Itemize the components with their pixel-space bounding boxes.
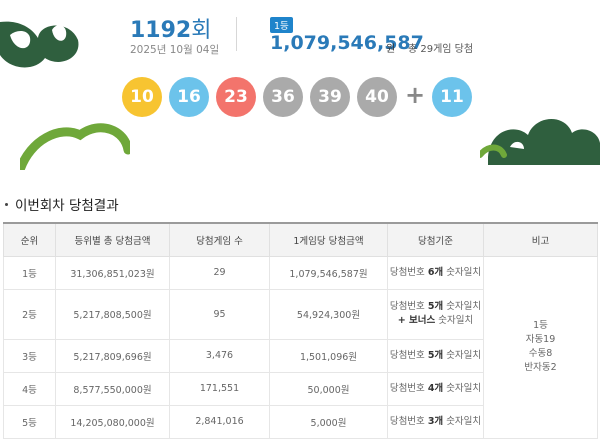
- first-prize-badge: 1등: [270, 17, 293, 33]
- number-ball: 23: [216, 77, 256, 117]
- cell-per-game: 54,924,300원: [269, 288, 388, 340]
- number-ball: 39: [310, 77, 350, 117]
- table-row: 3등 5,217,809,696원 3,476 1,501,096원 당첨번호 …: [3, 338, 598, 373]
- table-row: 4등 8,577,550,000원 171,551 50,000원 당첨번호 4…: [3, 371, 598, 406]
- criteria-text: 숫자일치: [443, 415, 482, 427]
- decorative-leaf-icon: [20, 123, 130, 170]
- criteria-text: 당첨번호: [389, 382, 428, 394]
- cell-criteria: 당첨번호 5개 숫자일치: [387, 338, 484, 373]
- criteria-text: 당첨번호: [389, 266, 428, 278]
- cell-per-game: 1,079,546,587원: [269, 255, 388, 290]
- header-rank: 순위: [3, 222, 56, 257]
- table-row: 2등 5,217,808,500원 95 54,924,300원 당첨번호 5개…: [3, 288, 598, 340]
- first-prize-unit: 원: [386, 44, 396, 55]
- number-ball: 10: [122, 77, 162, 117]
- round-suffix: 회: [191, 18, 212, 43]
- section-title: 이번회차 당첨결과: [5, 194, 119, 214]
- header-note: 비고: [483, 222, 598, 257]
- cell-total: 31,306,851,023원: [55, 255, 170, 290]
- bullet-icon: [5, 202, 8, 206]
- draw-date: 2025년 10월 04일: [130, 44, 220, 56]
- note-line: 자동19: [525, 334, 556, 345]
- number-ball: 16: [169, 77, 209, 117]
- cell-per-game: 50,000원: [269, 371, 388, 406]
- cell-total: 14,205,080,000원: [55, 404, 170, 439]
- note-line: 수동8: [528, 348, 553, 359]
- number-ball: 40: [357, 77, 397, 117]
- decorative-cloud-icon: [0, 0, 79, 68]
- cell-criteria: 당첨번호 5개 숫자일치 + 보너스 숫자일치: [387, 288, 484, 340]
- criteria-text: 당첨번호: [389, 301, 428, 312]
- header-per-game-prize: 1게임당 당첨금액: [269, 222, 388, 257]
- cell-rank: 4등: [3, 371, 56, 406]
- decorative-cloud-right-icon: [480, 118, 600, 165]
- criteria-text: 숫자일치: [443, 382, 482, 394]
- plus-icon: +: [405, 81, 426, 109]
- criteria-text: 당첨번호: [389, 415, 428, 427]
- draw-banner: 1192회 2025년 10월 04일 1등 1,079,546,587 원 총…: [0, 0, 600, 170]
- criteria-text: 숫자일치: [443, 349, 482, 361]
- round-number-value: 1192: [130, 18, 192, 43]
- header-total-prize: 등위별 총 당첨금액: [55, 222, 170, 257]
- note-line: 1등: [533, 320, 548, 331]
- table-row: 5등 14,205,080,000원 2,841,016 5,000원 당첨번호…: [3, 404, 598, 439]
- criteria-bonus: + 보너스: [397, 315, 436, 326]
- cell-games: 29: [169, 255, 270, 290]
- header-criteria: 당첨기준: [387, 222, 484, 257]
- cell-games: 3,476: [169, 338, 270, 373]
- criteria-count: 3개: [427, 415, 444, 427]
- cell-rank: 2등: [3, 288, 56, 340]
- cell-criteria: 당첨번호 6개 숫자일치: [387, 255, 484, 290]
- criteria-text: 숫자일치: [443, 301, 482, 312]
- table-header-row: 순위 등위별 총 당첨금액 당첨게임 수 1게임당 당첨금액 당첨기준 비고: [3, 222, 598, 257]
- cell-total: 5,217,809,696원: [55, 338, 170, 373]
- cell-rank: 5등: [3, 404, 56, 439]
- cell-rank: 1등: [3, 255, 56, 290]
- cell-per-game: 1,501,096원: [269, 338, 388, 373]
- table-row: 1등 31,306,851,023원 29 1,079,546,587원 당첨번…: [3, 255, 598, 439]
- note-line: 반자동2: [524, 362, 557, 373]
- cell-criteria: 당첨번호 3개 숫자일치: [387, 404, 484, 439]
- criteria-count: 5개: [427, 349, 444, 361]
- criteria-text: 숫자일치: [435, 315, 474, 326]
- cell-games: 2,841,016: [169, 404, 270, 439]
- cell-criteria: 당첨번호 4개 숫자일치: [387, 371, 484, 406]
- first-prize-amount: 1,079,546,587: [270, 32, 424, 54]
- cell-games: 95: [169, 288, 270, 340]
- criteria-count: 5개: [427, 301, 444, 312]
- criteria-count: 6개: [427, 266, 444, 278]
- criteria-text: 당첨번호: [389, 349, 428, 361]
- criteria-count: 4개: [427, 382, 444, 394]
- cell-note: 1등 자동19 수동8 반자동2: [483, 255, 598, 439]
- cell-total: 5,217,808,500원: [55, 288, 170, 340]
- cell-games: 171,551: [169, 371, 270, 406]
- divider: [236, 17, 237, 51]
- header-winner-count: 당첨게임 수: [169, 222, 270, 257]
- first-prize-winners-note: 총 29게임 당첨: [408, 44, 474, 55]
- number-ball: 36: [263, 77, 303, 117]
- cell-total: 8,577,550,000원: [55, 371, 170, 406]
- bonus-number-ball: 11: [432, 77, 472, 117]
- criteria-text: 숫자일치: [443, 266, 482, 278]
- round-number: 1192회: [130, 12, 211, 44]
- cell-per-game: 5,000원: [269, 404, 388, 439]
- section-title-text: 이번회차 당첨결과: [15, 198, 119, 214]
- cell-rank: 3등: [3, 338, 56, 373]
- results-table: 순위 등위별 총 당첨금액 당첨게임 수 1게임당 당첨금액 당첨기준 비고 1…: [3, 222, 598, 439]
